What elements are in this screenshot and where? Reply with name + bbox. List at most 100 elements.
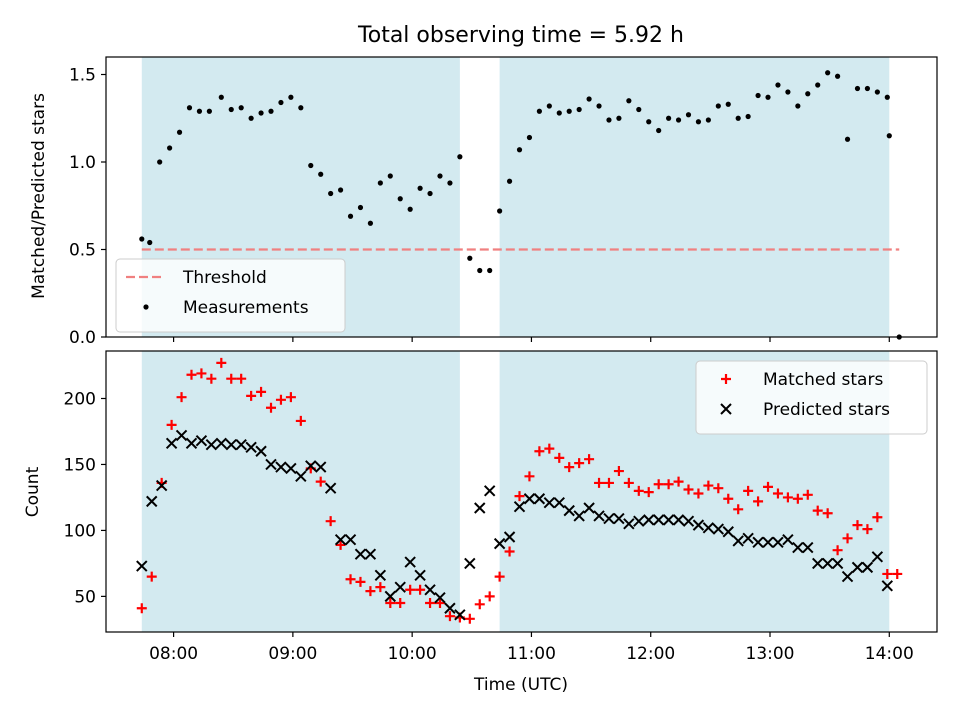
count-point bbox=[504, 546, 515, 557]
count-point bbox=[444, 602, 456, 614]
count-panel: 50 100 150 200 08:00 09:00 10:00 11:00 12:00 13:0… bbox=[64, 350, 938, 664]
count-point bbox=[196, 368, 207, 379]
count-point bbox=[255, 445, 267, 457]
count-point bbox=[266, 402, 277, 413]
ratio-point bbox=[864, 85, 871, 92]
count-point bbox=[673, 476, 684, 487]
count-point bbox=[752, 536, 764, 548]
count-point bbox=[881, 580, 894, 592]
ratio-point bbox=[536, 108, 542, 114]
count-point bbox=[563, 504, 575, 517]
ratio-point bbox=[367, 220, 374, 226]
ratio-point bbox=[886, 133, 892, 139]
count-point bbox=[633, 485, 644, 496]
count-point bbox=[524, 471, 535, 482]
ratio-point bbox=[705, 117, 711, 123]
count-point bbox=[713, 483, 724, 494]
count-y-axis-label: Count bbox=[23, 466, 43, 517]
ratio-point bbox=[854, 85, 861, 92]
count-point bbox=[753, 496, 764, 507]
count-point bbox=[852, 520, 863, 531]
legend-label-predicted-stars: Predicted stars bbox=[763, 400, 890, 420]
ratio-series-measurements bbox=[139, 70, 902, 340]
count-point bbox=[722, 526, 734, 538]
count-point bbox=[623, 477, 634, 488]
count-point bbox=[415, 584, 426, 595]
count-point bbox=[842, 533, 853, 544]
count-point bbox=[245, 441, 257, 454]
ratio-point bbox=[467, 255, 473, 261]
count-point bbox=[176, 392, 187, 403]
count-point bbox=[315, 476, 326, 487]
ratio-y-tick-label: 0.0 bbox=[69, 328, 96, 348]
count-y-tick-label: 200 bbox=[64, 389, 96, 409]
ratio-point bbox=[298, 105, 304, 111]
count-point bbox=[882, 568, 893, 579]
count-point bbox=[425, 597, 436, 608]
ratio-point bbox=[147, 239, 153, 246]
ratio-point bbox=[447, 180, 453, 186]
count-point bbox=[324, 482, 337, 494]
ratio-point bbox=[874, 89, 880, 95]
count-point bbox=[643, 514, 655, 526]
ratio-y-tick-label: 1.5 bbox=[69, 66, 96, 86]
ratio-point bbox=[457, 154, 463, 160]
count-point bbox=[723, 493, 734, 504]
count-point bbox=[544, 443, 555, 454]
count-point bbox=[215, 437, 228, 450]
count-point bbox=[226, 373, 237, 384]
count-point bbox=[553, 497, 565, 509]
ratio-point bbox=[186, 105, 193, 111]
count-point bbox=[216, 357, 227, 368]
count-point bbox=[732, 535, 744, 547]
count-point bbox=[613, 466, 624, 477]
count-point bbox=[692, 519, 705, 531]
ratio-point bbox=[157, 159, 163, 165]
ratio-point bbox=[656, 127, 662, 134]
count-point bbox=[772, 488, 783, 499]
x-axis-label: Time (UTC) bbox=[473, 675, 568, 695]
count-point bbox=[364, 548, 377, 560]
count-point bbox=[136, 560, 148, 572]
count-point bbox=[802, 541, 814, 554]
ratio-point bbox=[556, 110, 562, 116]
count-point bbox=[633, 515, 645, 527]
count-axes-frame bbox=[105, 350, 938, 633]
ratio-point bbox=[825, 70, 831, 76]
ratio-point bbox=[844, 136, 851, 142]
count-point bbox=[295, 470, 307, 483]
ratio-point bbox=[884, 94, 890, 100]
ratio-point bbox=[407, 206, 413, 212]
count-point bbox=[554, 452, 565, 463]
ratio-point bbox=[516, 147, 523, 153]
count-point bbox=[165, 437, 178, 450]
count-point bbox=[871, 551, 884, 563]
count-point bbox=[652, 514, 665, 526]
x-tick-label: 14:00 bbox=[865, 644, 914, 664]
ratio-point bbox=[775, 82, 781, 88]
x-tick-label: 08:00 bbox=[149, 644, 198, 664]
count-point bbox=[792, 493, 803, 504]
count-point bbox=[583, 502, 595, 514]
ratio-point bbox=[606, 117, 612, 123]
count-point bbox=[315, 461, 327, 473]
legend-label-measurements: Measurements bbox=[183, 298, 309, 318]
count-point bbox=[693, 488, 704, 499]
count-point bbox=[812, 557, 824, 570]
count-point bbox=[256, 386, 267, 397]
ratio-point bbox=[735, 115, 741, 121]
count-point bbox=[464, 557, 476, 570]
ratio-point bbox=[318, 171, 324, 177]
count-point bbox=[395, 597, 406, 608]
count-point bbox=[593, 510, 605, 522]
count-point bbox=[862, 524, 873, 535]
count-point bbox=[493, 537, 506, 550]
ratio-point bbox=[288, 94, 294, 100]
count-point bbox=[464, 613, 475, 624]
ratio-point bbox=[685, 112, 692, 118]
count-point bbox=[474, 599, 485, 610]
ratio-y-axis-label: Matched/Predicted stars bbox=[29, 93, 49, 299]
count-point bbox=[235, 438, 247, 451]
count-point bbox=[325, 516, 336, 527]
ratio-point bbox=[387, 173, 393, 179]
